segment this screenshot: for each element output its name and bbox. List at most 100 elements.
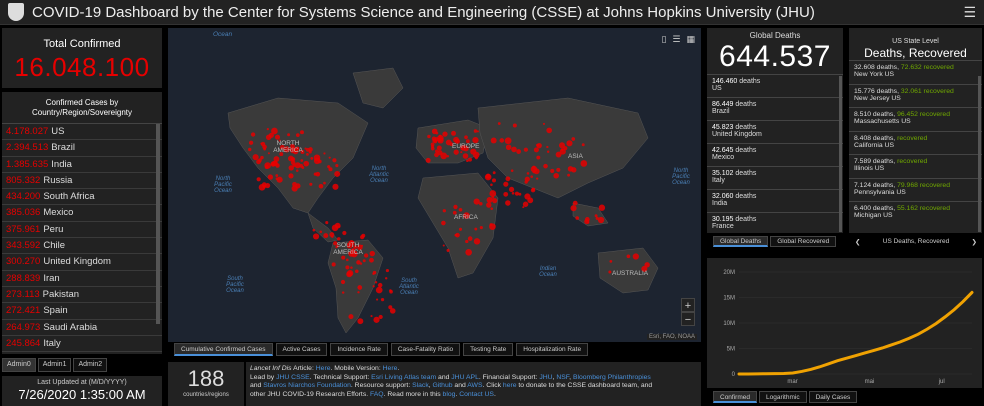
confirmed-data-point[interactable] bbox=[738, 373, 740, 375]
case-marker[interactable] bbox=[295, 133, 300, 137]
case-marker[interactable] bbox=[511, 146, 517, 153]
case-marker[interactable] bbox=[290, 160, 296, 165]
case-marker[interactable] bbox=[273, 156, 280, 162]
case-marker[interactable] bbox=[341, 255, 346, 260]
case-marker[interactable] bbox=[526, 172, 530, 175]
case-marker[interactable] bbox=[370, 315, 373, 318]
case-marker[interactable] bbox=[431, 144, 434, 147]
case-marker[interactable] bbox=[275, 174, 279, 177]
confirmed-data-point[interactable] bbox=[854, 354, 857, 357]
tab-incidence-rate[interactable]: Incidence Rate bbox=[330, 343, 388, 356]
case-marker[interactable] bbox=[350, 266, 353, 269]
case-marker[interactable] bbox=[505, 200, 511, 206]
case-marker[interactable] bbox=[342, 230, 347, 236]
case-marker[interactable] bbox=[360, 244, 364, 247]
tab-logarithmic[interactable]: Logarithmic bbox=[758, 391, 807, 403]
country-row[interactable]: 273.113 Pakistan bbox=[2, 287, 162, 304]
case-marker[interactable] bbox=[389, 308, 396, 314]
confirmed-data-point[interactable] bbox=[773, 372, 776, 375]
github-link[interactable]: Github bbox=[432, 382, 453, 390]
confirmed-data-point[interactable] bbox=[791, 371, 794, 374]
case-marker[interactable] bbox=[453, 136, 460, 143]
esri-link[interactable]: Esri Living Atlas team bbox=[371, 373, 437, 381]
country-row[interactable]: 272.421 Spain bbox=[2, 303, 162, 320]
case-marker[interactable] bbox=[375, 286, 383, 294]
case-marker[interactable] bbox=[644, 262, 650, 268]
case-marker[interactable] bbox=[278, 139, 281, 142]
case-marker[interactable] bbox=[510, 169, 514, 172]
case-marker[interactable] bbox=[355, 269, 359, 273]
case-marker[interactable] bbox=[294, 162, 301, 169]
case-marker[interactable] bbox=[490, 137, 497, 144]
case-marker[interactable] bbox=[437, 137, 444, 144]
case-marker[interactable] bbox=[323, 152, 326, 155]
case-marker[interactable] bbox=[276, 176, 283, 183]
us-list-scrollbar[interactable] bbox=[978, 76, 981, 232]
us-state-row[interactable]: 8.408 deaths, recovered California US bbox=[849, 130, 982, 155]
case-marker[interactable] bbox=[461, 147, 464, 150]
confirmed-data-point[interactable] bbox=[953, 308, 956, 311]
donate-link[interactable]: here bbox=[502, 382, 517, 390]
case-marker[interactable] bbox=[511, 191, 515, 195]
country-list-scrollbar[interactable] bbox=[156, 124, 160, 324]
us-state-row[interactable]: 7.589 deaths, recovered Illinois US bbox=[849, 154, 982, 178]
contact-link[interactable]: Contact US bbox=[459, 390, 494, 398]
case-marker[interactable] bbox=[260, 155, 264, 160]
case-marker[interactable] bbox=[464, 135, 468, 140]
case-marker[interactable] bbox=[542, 122, 546, 126]
case-marker[interactable] bbox=[530, 165, 538, 173]
aws-link[interactable]: AWS bbox=[467, 382, 483, 390]
case-marker[interactable] bbox=[430, 146, 435, 151]
case-marker[interactable] bbox=[336, 237, 341, 241]
case-marker[interactable] bbox=[357, 291, 360, 294]
case-marker[interactable] bbox=[336, 244, 339, 248]
country-row[interactable]: 385.036 Mexico bbox=[2, 205, 162, 222]
case-marker[interactable] bbox=[340, 279, 346, 285]
case-marker[interactable] bbox=[256, 159, 261, 165]
case-marker[interactable] bbox=[357, 285, 363, 290]
case-marker[interactable] bbox=[533, 147, 539, 153]
case-marker[interactable] bbox=[473, 238, 481, 245]
case-marker[interactable] bbox=[436, 145, 442, 151]
case-marker[interactable] bbox=[492, 171, 496, 175]
case-marker[interactable] bbox=[497, 122, 501, 125]
case-marker[interactable] bbox=[468, 157, 472, 162]
case-marker[interactable] bbox=[270, 161, 276, 167]
case-marker[interactable] bbox=[580, 160, 588, 167]
case-marker[interactable] bbox=[378, 314, 383, 320]
case-marker[interactable] bbox=[536, 155, 541, 160]
case-marker[interactable] bbox=[452, 210, 457, 215]
menu-icon[interactable]: ☰ bbox=[963, 4, 976, 20]
case-marker[interactable] bbox=[333, 241, 338, 246]
case-marker[interactable] bbox=[248, 147, 252, 152]
case-marker[interactable] bbox=[522, 201, 529, 207]
case-marker[interactable] bbox=[341, 291, 345, 294]
confirmed-data-point[interactable] bbox=[935, 322, 938, 325]
case-marker[interactable] bbox=[388, 305, 393, 310]
world-map[interactable]: Ocean NORTH AMERICA SOUTH AMERICA EUROPE… bbox=[168, 28, 701, 342]
case-marker[interactable] bbox=[363, 253, 369, 258]
case-marker[interactable] bbox=[484, 173, 492, 181]
case-marker[interactable] bbox=[279, 144, 285, 150]
case-marker[interactable] bbox=[470, 149, 473, 152]
case-marker[interactable] bbox=[486, 202, 492, 208]
country-row[interactable]: 805.332 Russia bbox=[2, 173, 162, 190]
country-row[interactable]: 264.973 Saudi Arabia bbox=[2, 320, 162, 336]
case-marker[interactable] bbox=[323, 181, 326, 185]
case-marker[interactable] bbox=[372, 270, 377, 275]
case-marker[interactable] bbox=[279, 152, 284, 157]
us-state-row[interactable]: 15.776 deaths, 32.061 recovered New Jerse… bbox=[849, 83, 982, 108]
case-marker[interactable] bbox=[252, 154, 259, 161]
case-marker[interactable] bbox=[462, 153, 469, 159]
case-marker[interactable] bbox=[550, 168, 555, 173]
tab-active-cases[interactable]: Active Cases bbox=[275, 343, 328, 356]
case-marker[interactable] bbox=[348, 240, 355, 246]
case-marker[interactable] bbox=[291, 185, 298, 192]
us-state-row[interactable]: 6.400 deaths, 55.162 recovered Michigan U… bbox=[849, 201, 982, 225]
confirmed-data-point[interactable] bbox=[818, 365, 821, 368]
case-marker[interactable] bbox=[267, 174, 274, 180]
case-marker[interactable] bbox=[467, 236, 473, 241]
case-marker[interactable] bbox=[486, 197, 493, 204]
deaths-list-scrollbar[interactable] bbox=[839, 76, 842, 232]
case-marker[interactable] bbox=[571, 137, 576, 141]
